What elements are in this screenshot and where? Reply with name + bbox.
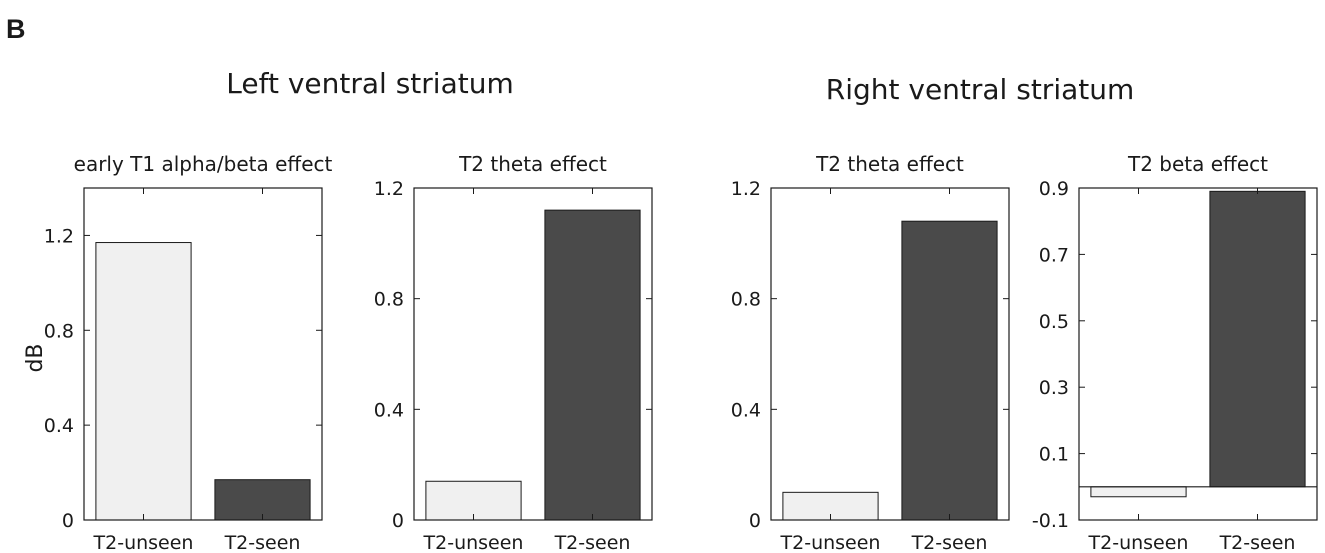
y-tick-label: 0.8 [374,289,404,311]
bar-t2-unseen [95,242,192,521]
x-tick-label: T2-unseen [780,532,881,553]
y-tick-label: 0.8 [731,289,761,311]
subplot-2: 0 0.4 0.8 1.2 T2-unseen T2-seen T2 theta effec… [374,152,653,553]
bar-t2-seen [901,220,998,521]
y-tick-label: 0 [749,510,761,532]
plot-frame [770,187,1010,521]
y-tick-label: 1.2 [731,178,761,200]
y-tick-label: 0 [392,510,404,532]
subplot-3: 0 0.4 0.8 1.2 T2-unseen T2-seen T2 theta effec… [731,152,1010,553]
subplot-title: T2 beta effect [1127,152,1268,176]
y-tick-label: 1.2 [374,178,404,200]
bar-t2-seen [544,209,641,521]
y-tick-label: 0.4 [731,399,761,421]
x-tick-label: T2-seen [911,532,988,553]
group-title-left: Left ventral striatum [226,67,513,100]
x-tick-label: T2-seen [1219,532,1296,553]
x-tick-label: T2-seen [224,532,301,553]
x-tick-label: T2-unseen [423,532,524,553]
y-tick-label: 0.3 [1039,377,1069,399]
bar-t2-seen [214,479,311,521]
x-tick-label: T2-seen [554,532,631,553]
subplot-1: 0 0.4 0.8 1.2 T2-unseen T2-seen early T1 alpha… [44,152,333,553]
bar-t2-seen [1209,190,1306,488]
y-tick-label: 1.2 [44,225,74,247]
subplot-4: -0.1 0.1 0.3 0.5 0.7 0.9 T2-unseen T2-seen T2 be… [1032,152,1318,553]
y-axis-label: dB [23,343,48,372]
y-tick-label: 0 [62,510,74,532]
plot-frame [1078,187,1318,521]
panel-letter: B [6,14,26,44]
charts: 0 0.4 0.8 1.2 T2-unseen T2-seen early T1 alpha… [44,152,1318,553]
x-tick-label: T2-unseen [1088,532,1189,553]
y-tick-label: 0.7 [1039,244,1069,266]
y-tick-label: 0.8 [44,320,74,342]
y-tick-label: 0.1 [1039,444,1069,466]
y-tick-label: 0.5 [1039,311,1069,333]
y-tick-label: 0.4 [44,415,74,437]
plot-frame [413,187,653,521]
plot-frame [83,187,323,521]
subplot-title: T2 theta effect [458,152,607,176]
bar-t2-unseen [1090,486,1187,498]
group-title-right: Right ventral striatum [826,73,1135,106]
x-tick-label: T2-unseen [93,532,194,553]
y-tick-label: -0.1 [1032,510,1069,532]
subplot-title: T2 theta effect [815,152,964,176]
y-tick-label: 0.9 [1039,178,1069,200]
subplot-title: early T1 alpha/beta effect [74,152,333,176]
y-tick-label: 0.4 [374,399,404,421]
